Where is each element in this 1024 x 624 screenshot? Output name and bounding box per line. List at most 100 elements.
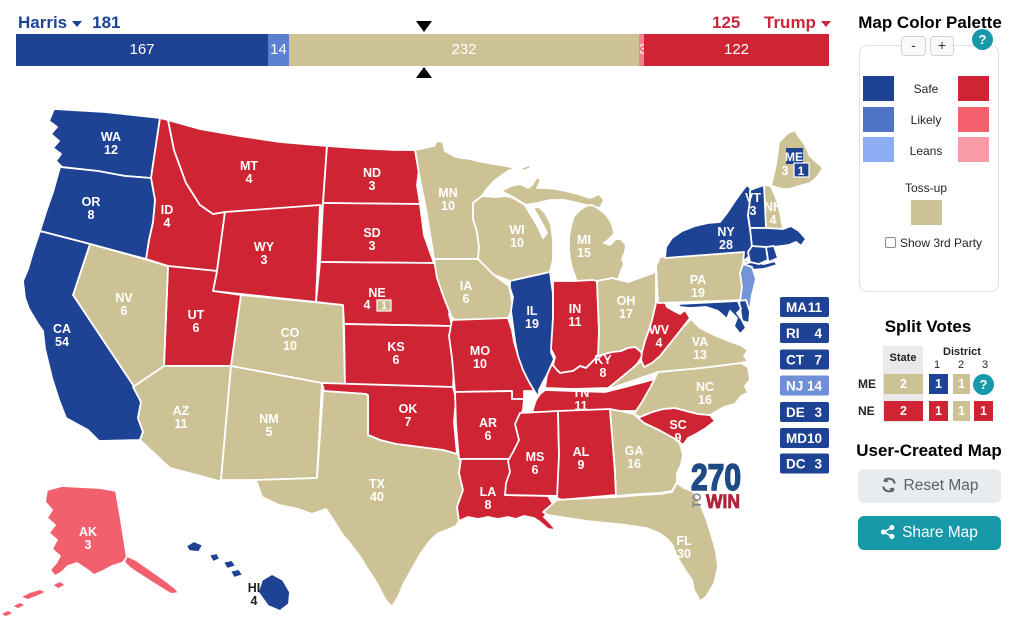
svg-text:5: 5	[266, 425, 273, 439]
svg-text:NM: NM	[259, 412, 278, 426]
svg-text:1: 1	[798, 164, 805, 178]
svg-text:4: 4	[164, 216, 171, 230]
svg-text:NJ: NJ	[786, 379, 803, 394]
svg-text:KY: KY	[594, 353, 612, 367]
svg-text:MS: MS	[526, 450, 545, 464]
svg-text:DE: DE	[786, 405, 805, 420]
svg-text:MO: MO	[470, 344, 490, 358]
svg-text:HI: HI	[248, 581, 261, 595]
svg-text:13: 13	[693, 348, 707, 362]
svg-text:3: 3	[814, 405, 822, 420]
svg-text:MD: MD	[786, 431, 807, 446]
svg-text:WIN: WIN	[706, 492, 740, 513]
svg-text:LA: LA	[480, 485, 497, 499]
svg-text:6: 6	[393, 353, 400, 367]
svg-text:WV: WV	[649, 323, 670, 337]
svg-text:3: 3	[261, 253, 268, 267]
svg-text:4: 4	[770, 213, 777, 227]
svg-text:WA: WA	[101, 130, 121, 144]
svg-text:10: 10	[473, 357, 487, 371]
svg-text:10: 10	[283, 339, 297, 353]
svg-text:9: 9	[578, 458, 585, 472]
svg-text:WY: WY	[254, 240, 275, 254]
svg-text:16: 16	[627, 457, 641, 471]
svg-text:11: 11	[808, 300, 823, 315]
svg-text:10: 10	[441, 199, 455, 213]
svg-text:11: 11	[568, 315, 581, 329]
svg-text:GA: GA	[625, 444, 644, 458]
svg-text:1: 1	[381, 300, 387, 312]
svg-text:3: 3	[782, 164, 789, 178]
svg-text:19: 19	[691, 286, 705, 300]
svg-text:8: 8	[485, 498, 492, 512]
svg-text:7: 7	[814, 353, 822, 368]
svg-text:SD: SD	[363, 226, 380, 240]
svg-text:3: 3	[814, 457, 822, 472]
svg-text:19: 19	[525, 317, 539, 331]
svg-text:OR: OR	[82, 195, 101, 209]
svg-text:AL: AL	[573, 445, 590, 459]
svg-text:DC: DC	[786, 457, 806, 472]
svg-text:4: 4	[246, 172, 253, 186]
svg-text:NV: NV	[115, 291, 133, 305]
svg-text:TX: TX	[369, 477, 386, 491]
svg-text:ME: ME	[785, 150, 803, 164]
svg-text:AR: AR	[479, 416, 497, 430]
svg-text:ID: ID	[161, 203, 174, 217]
svg-text:MA: MA	[786, 300, 807, 315]
svg-text:6: 6	[485, 429, 492, 443]
svg-text:IA: IA	[460, 279, 473, 293]
svg-text:OH: OH	[617, 294, 636, 308]
svg-text:CT: CT	[786, 353, 805, 368]
svg-text:11: 11	[574, 399, 587, 413]
svg-text:12: 12	[104, 143, 118, 157]
svg-text:NE: NE	[368, 286, 385, 300]
svg-text:MN: MN	[438, 186, 457, 200]
svg-text:3: 3	[369, 179, 376, 193]
svg-text:6: 6	[463, 292, 470, 306]
svg-text:MT: MT	[240, 159, 258, 173]
svg-text:4: 4	[814, 326, 822, 341]
svg-text:AZ: AZ	[173, 404, 190, 418]
svg-text:6: 6	[193, 321, 200, 335]
svg-text:NY: NY	[717, 225, 735, 239]
svg-text:54: 54	[55, 335, 69, 349]
svg-text:KS: KS	[387, 340, 404, 354]
svg-text:RI: RI	[786, 326, 800, 341]
svg-text:TO: TO	[690, 493, 704, 508]
svg-text:OK: OK	[399, 402, 418, 416]
svg-text:PA: PA	[690, 273, 706, 287]
svg-text:IL: IL	[526, 304, 537, 318]
svg-text:17: 17	[619, 307, 633, 321]
svg-text:4: 4	[251, 594, 258, 608]
svg-text:CA: CA	[53, 322, 71, 336]
svg-text:7: 7	[405, 415, 412, 429]
svg-text:14: 14	[807, 379, 823, 394]
svg-text:VA: VA	[692, 335, 708, 349]
svg-text:11: 11	[174, 417, 187, 431]
svg-text:6: 6	[121, 304, 128, 318]
svg-text:9: 9	[675, 431, 682, 445]
svg-text:3: 3	[750, 204, 757, 218]
svg-text:28: 28	[719, 238, 733, 252]
svg-text:UT: UT	[188, 308, 205, 322]
svg-text:NC: NC	[696, 380, 714, 394]
svg-text:IN: IN	[569, 302, 582, 316]
svg-text:3: 3	[369, 239, 376, 253]
svg-text:TN: TN	[573, 386, 590, 400]
svg-text:8: 8	[600, 366, 607, 380]
svg-text:AK: AK	[79, 525, 97, 539]
svg-text:6: 6	[532, 463, 539, 477]
svg-text:3: 3	[85, 538, 92, 552]
svg-text:VT: VT	[745, 191, 761, 205]
svg-text:SC: SC	[669, 418, 686, 432]
svg-text:30: 30	[677, 547, 691, 561]
svg-text:CO: CO	[281, 326, 300, 340]
svg-text:FL: FL	[676, 534, 692, 548]
svg-text:4: 4	[364, 298, 371, 312]
svg-text:MI: MI	[577, 233, 591, 247]
svg-text:8: 8	[88, 208, 95, 222]
svg-text:WI: WI	[509, 223, 524, 237]
svg-text:15: 15	[577, 246, 591, 260]
svg-text:16: 16	[698, 393, 712, 407]
